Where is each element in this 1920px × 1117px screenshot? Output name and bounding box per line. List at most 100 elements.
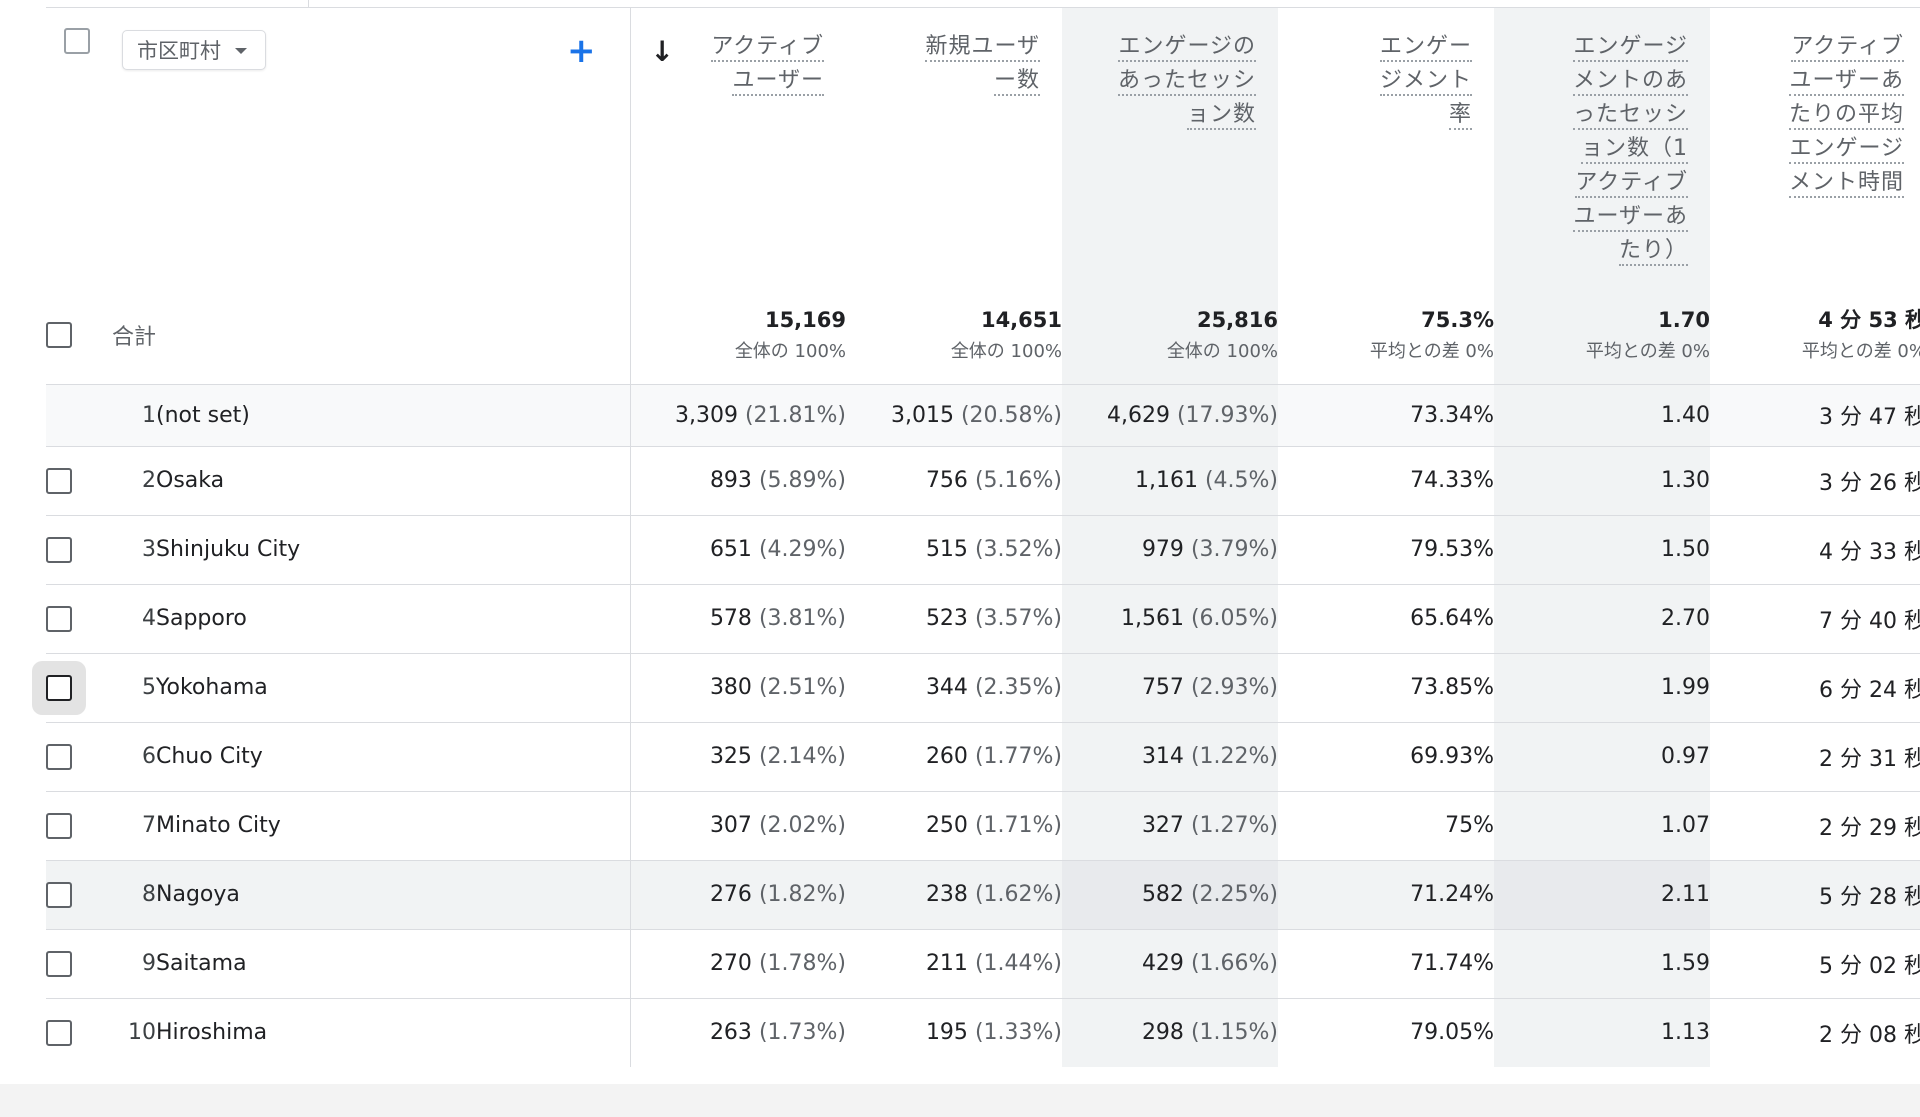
column-header-new-users[interactable]: 新規ユーザー数 [846, 8, 1062, 286]
cell-avg-engagement-time: 2 分 08 秒 [1819, 1022, 1920, 1048]
table-row[interactable]: 10 Hiroshima 263 (1.73%) 195 (1.33%) 298… [46, 998, 1920, 1067]
cell-percent: (1.22%) [1190, 744, 1278, 769]
dimension-select[interactable]: 市区町村 [122, 30, 266, 70]
cell-engagement-rate: 69.93% [1410, 744, 1494, 769]
table-row[interactable]: 2 Osaka 893 (5.89%) 756 (5.16%) 1,161 (4… [46, 446, 1920, 515]
cell-percent: (3.52%) [974, 537, 1062, 562]
cell-value: 263 [709, 1020, 752, 1046]
column-header-engaged-sessions-per-user[interactable]: エンゲージメントのあったセッション数（1アクティブユーザーあたり） [1494, 8, 1710, 286]
totals-engaged-sessions: 25,816 全体の 100% [1062, 286, 1278, 384]
cell-engagement-rate: 71.74% [1410, 951, 1494, 976]
row-checkbox[interactable] [46, 1019, 72, 1046]
row-checkbox-cell [46, 791, 112, 860]
cell-avg-engagement-time: 5 分 28 秒 [1819, 884, 1920, 910]
row-checkbox-cell [46, 653, 112, 722]
cell-avg-engagement-time: 7 分 40 秒 [1819, 608, 1920, 634]
cell-value: 250 [925, 813, 968, 838]
row-city[interactable]: Chuo City [156, 744, 263, 769]
cell-percent: (1.62%) [974, 882, 1062, 907]
totals-checkbox-cell [46, 286, 112, 384]
cell-engaged-sessions: 4,629 (17.93%) [1062, 384, 1278, 446]
cell-engaged-sessions-per-user: 2.11 [1494, 860, 1710, 929]
cell-engaged-sessions: 1,561 (6.05%) [1062, 584, 1278, 653]
cell-value: 327 [1141, 813, 1184, 838]
city-report-table: 市区町村 + ↓ アクティブユーザー 新規ユーザー数 エンゲ [46, 8, 1920, 1067]
totals-checkbox[interactable] [46, 321, 72, 348]
table-row[interactable]: 5 Yokohama 380 (2.51%) 344 (2.35%) 757 (… [46, 653, 1920, 722]
cell-engaged-sessions: 298 (1.15%) [1062, 998, 1278, 1067]
totals-value: 15,169 [764, 307, 846, 332]
table-row[interactable]: 6 Chuo City 325 (2.14%) 260 (1.77%) 314 … [46, 722, 1920, 791]
row-city[interactable]: Osaka [156, 468, 225, 493]
table-row[interactable]: 4 Sapporo 578 (3.81%) 523 (3.57%) 1,561 … [46, 584, 1920, 653]
row-index: 2 [142, 468, 156, 493]
row-checkbox[interactable] [46, 467, 72, 494]
add-dimension-button[interactable]: + [567, 31, 596, 71]
cell-value: 260 [925, 744, 968, 769]
table-row[interactable]: 9 Saitama 270 (1.78%) 211 (1.44%) 429 (1… [46, 929, 1920, 998]
row-city[interactable]: Yokohama [156, 675, 268, 700]
row-checkbox[interactable] [46, 881, 72, 908]
table-row[interactable]: 8 Nagoya 276 (1.82%) 238 (1.62%) 582 (2.… [46, 860, 1920, 929]
row-checkbox-cell [46, 929, 112, 998]
cell-value: 325 [709, 744, 752, 769]
table-row[interactable]: 1 (not set) 3,309 (21.81%) 3,015 (20.58%… [46, 384, 1920, 446]
column-header-active-users[interactable]: ↓ アクティブユーザー [629, 8, 846, 286]
row-index: 6 [142, 744, 156, 769]
row-index: 9 [142, 951, 156, 976]
row-checkbox[interactable] [46, 605, 72, 632]
header-select-all-cell [46, 8, 112, 286]
select-all-checkbox[interactable] [64, 28, 90, 54]
cell-engaged-sessions: 429 (1.66%) [1062, 929, 1278, 998]
column-header-engaged-sessions[interactable]: エンゲージのあったセッション数 [1062, 8, 1278, 286]
row-checkbox[interactable] [46, 950, 72, 977]
cell-percent: (1.27%) [1190, 813, 1278, 838]
cell-percent: (6.05%) [1190, 606, 1278, 631]
cell-avg-engagement-time: 3 分 47 秒 [1819, 405, 1920, 430]
cell-value: 893 [709, 468, 752, 493]
row-checkbox[interactable] [46, 743, 72, 770]
row-city[interactable]: Sapporo [156, 606, 247, 631]
cell-engaged-sessions-per-user: 1.99 [1494, 653, 1710, 722]
cell-active-users: 270 (1.78%) [629, 929, 846, 998]
cell-value: 429 [1141, 951, 1184, 976]
table-row[interactable]: 7 Minato City 307 (2.02%) 250 (1.71%) 32… [46, 791, 1920, 860]
cell-engagement-rate: 71.24% [1410, 882, 1494, 907]
totals-value: 14,651 [980, 307, 1062, 332]
cell-active-users: 893 (5.89%) [629, 446, 846, 515]
cell-engaged-sessions: 979 (3.79%) [1062, 515, 1278, 584]
cell-percent: (2.93%) [1190, 675, 1278, 700]
cell-engaged-sessions: 314 (1.22%) [1062, 722, 1278, 791]
row-checkbox[interactable] [46, 536, 72, 563]
cell-engaged-sessions: 757 (2.93%) [1062, 653, 1278, 722]
row-checkbox-cell [46, 722, 112, 791]
column-header-engagement-rate[interactable]: エンゲージメント率 [1278, 8, 1494, 286]
row-city[interactable]: Shinjuku City [156, 537, 301, 562]
cell-value: 276 [709, 882, 752, 907]
row-city[interactable]: Nagoya [156, 882, 240, 907]
totals-new-users: 14,651 全体の 100% [846, 286, 1062, 384]
row-city[interactable]: Minato City [156, 813, 281, 838]
bottom-band [0, 1084, 1920, 1117]
totals-row: 合計 15,169 全体の 100% 14,651 全体の 100% 25,81… [46, 286, 1920, 384]
cell-percent: (20.58%) [960, 402, 1062, 428]
row-city[interactable]: Hiroshima [156, 1020, 268, 1046]
row-city[interactable]: (not set) [156, 402, 250, 428]
sort-descending-icon[interactable]: ↓ [650, 35, 674, 68]
row-index: 3 [142, 537, 156, 562]
cell-new-users: 238 (1.62%) [846, 860, 1062, 929]
row-index: 5 [142, 675, 156, 700]
row-city[interactable]: Saitama [156, 951, 247, 976]
row-checkbox[interactable] [46, 674, 72, 701]
cell-value: 270 [709, 951, 752, 976]
row-checkbox-cell [46, 998, 112, 1067]
table-row[interactable]: 3 Shinjuku City 651 (4.29%) 515 (3.52%) … [46, 515, 1920, 584]
cell-percent: (2.51%) [758, 675, 846, 700]
totals-engagement-rate: 75.3% 平均との差 0% [1278, 286, 1494, 384]
cell-value: 756 [925, 468, 968, 493]
cell-value: 195 [925, 1020, 968, 1046]
cell-value: 979 [1141, 537, 1184, 562]
column-header-avg-engagement-time[interactable]: アクティブユーザーあたりの平均エンゲージメント時間 [1710, 8, 1920, 286]
row-checkbox[interactable] [46, 812, 72, 839]
cell-percent: (21.81%) [744, 402, 846, 428]
